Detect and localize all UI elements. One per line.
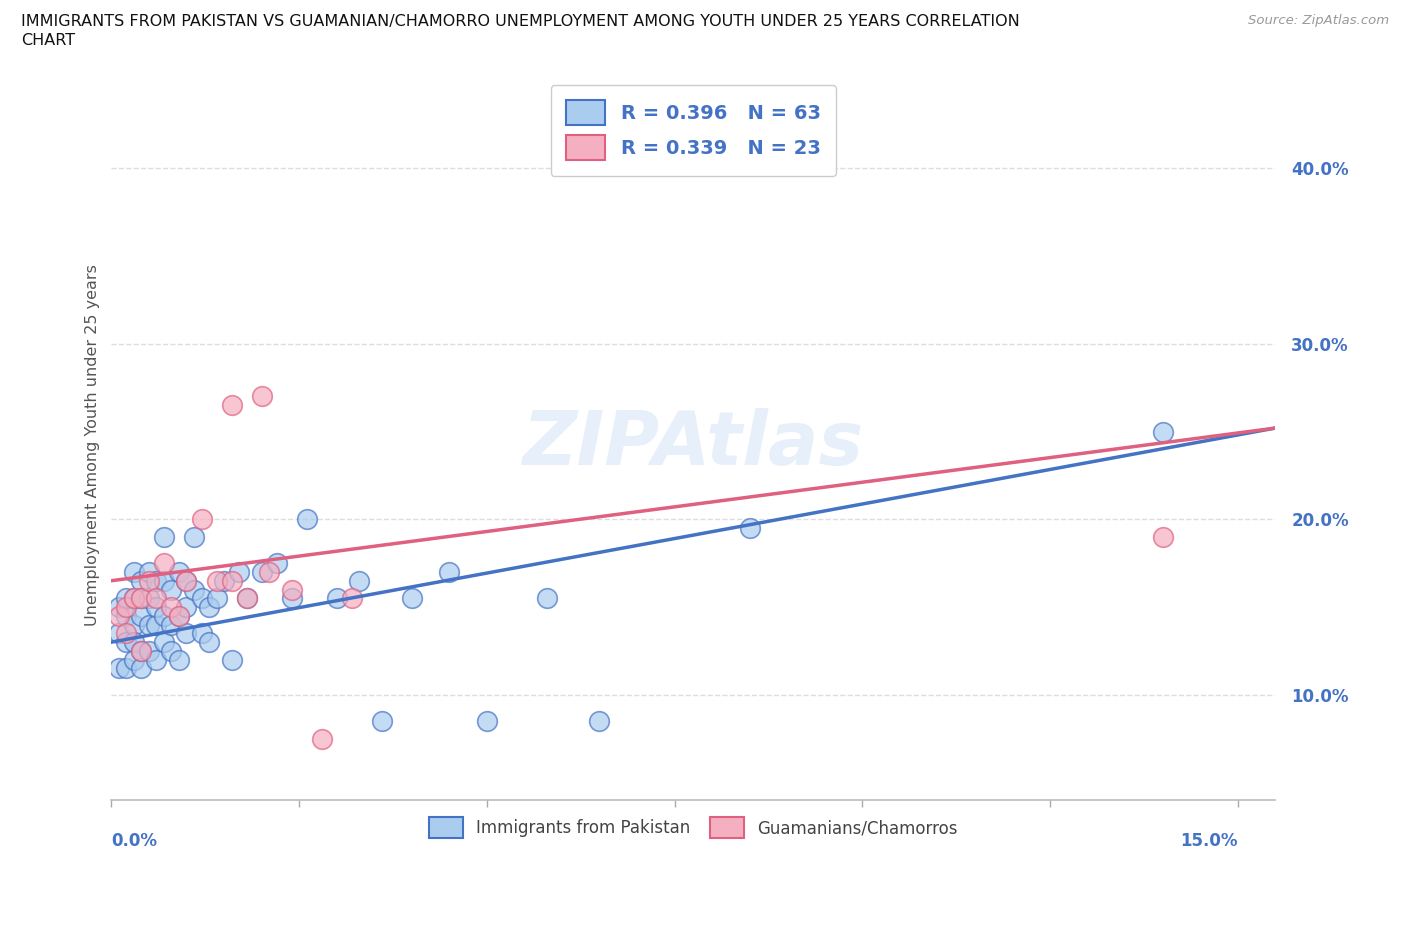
Point [108, 600, 131, 615]
Point [167, 565, 190, 579]
Point [738, 521, 761, 536]
Point [131, 661, 153, 676]
Point [153, 573, 176, 588]
Point [190, 626, 212, 641]
Point [183, 529, 205, 544]
Point [115, 661, 138, 676]
Point [167, 608, 190, 623]
Point [115, 600, 138, 615]
Point [131, 644, 153, 658]
Point [536, 591, 558, 605]
Point [235, 591, 257, 605]
Point [212, 573, 235, 588]
Point [250, 389, 273, 404]
Text: ZIPAtlas: ZIPAtlas [523, 408, 863, 481]
Point [138, 618, 160, 632]
Point [235, 591, 257, 605]
Point [131, 591, 153, 605]
Point [153, 634, 176, 649]
Point [190, 591, 212, 605]
Point [145, 591, 167, 605]
Point [115, 626, 138, 641]
Point [266, 556, 288, 571]
Point [347, 573, 370, 588]
Point [153, 608, 176, 623]
Point [153, 556, 176, 571]
Point [131, 608, 153, 623]
Point [108, 626, 131, 641]
Point [176, 573, 198, 588]
Point [280, 591, 302, 605]
Text: 0.0%: 0.0% [111, 831, 157, 850]
Point [160, 644, 183, 658]
Text: 15.0%: 15.0% [1180, 831, 1237, 850]
Point [122, 565, 145, 579]
Point [221, 652, 243, 667]
Point [145, 600, 167, 615]
Point [145, 618, 167, 632]
Point [115, 591, 138, 605]
Point [325, 591, 347, 605]
Point [167, 608, 190, 623]
Point [257, 565, 280, 579]
Point [115, 634, 138, 649]
Point [183, 582, 205, 597]
Point [167, 652, 190, 667]
Text: Source: ZipAtlas.com: Source: ZipAtlas.com [1249, 14, 1389, 27]
Point [145, 573, 167, 588]
Point [160, 600, 183, 615]
Point [475, 713, 498, 728]
Point [145, 652, 167, 667]
Point [138, 565, 160, 579]
Point [401, 591, 423, 605]
Point [176, 600, 198, 615]
Point [108, 661, 131, 676]
Point [311, 731, 333, 746]
Point [340, 591, 363, 605]
Point [138, 644, 160, 658]
Point [122, 634, 145, 649]
Point [205, 591, 228, 605]
Y-axis label: Unemployment Among Youth under 25 years: Unemployment Among Youth under 25 years [86, 264, 100, 626]
Point [138, 573, 160, 588]
Point [221, 398, 243, 413]
Point [115, 608, 138, 623]
Point [1152, 424, 1174, 439]
Point [205, 573, 228, 588]
Text: IMMIGRANTS FROM PAKISTAN VS GUAMANIAN/CHAMORRO UNEMPLOYMENT AMONG YOUTH UNDER 25: IMMIGRANTS FROM PAKISTAN VS GUAMANIAN/CH… [21, 14, 1019, 29]
Point [131, 573, 153, 588]
Point [250, 565, 273, 579]
Point [198, 634, 221, 649]
Point [122, 618, 145, 632]
Point [1152, 529, 1174, 544]
Point [439, 565, 461, 579]
Text: CHART: CHART [21, 33, 75, 47]
Point [160, 618, 183, 632]
Point [588, 713, 610, 728]
Point [131, 591, 153, 605]
Point [221, 573, 243, 588]
Point [176, 626, 198, 641]
Point [122, 591, 145, 605]
Point [370, 713, 392, 728]
Point [160, 582, 183, 597]
Point [176, 573, 198, 588]
Point [138, 591, 160, 605]
Point [228, 565, 250, 579]
Point [198, 600, 221, 615]
Point [108, 608, 131, 623]
Point [280, 582, 302, 597]
Point [122, 591, 145, 605]
Point [153, 529, 176, 544]
Legend: Immigrants from Pakistan, Guamanians/Chamorros: Immigrants from Pakistan, Guamanians/Cha… [423, 810, 965, 845]
Point [295, 512, 318, 526]
Point [122, 652, 145, 667]
Point [131, 644, 153, 658]
Point [190, 512, 212, 526]
